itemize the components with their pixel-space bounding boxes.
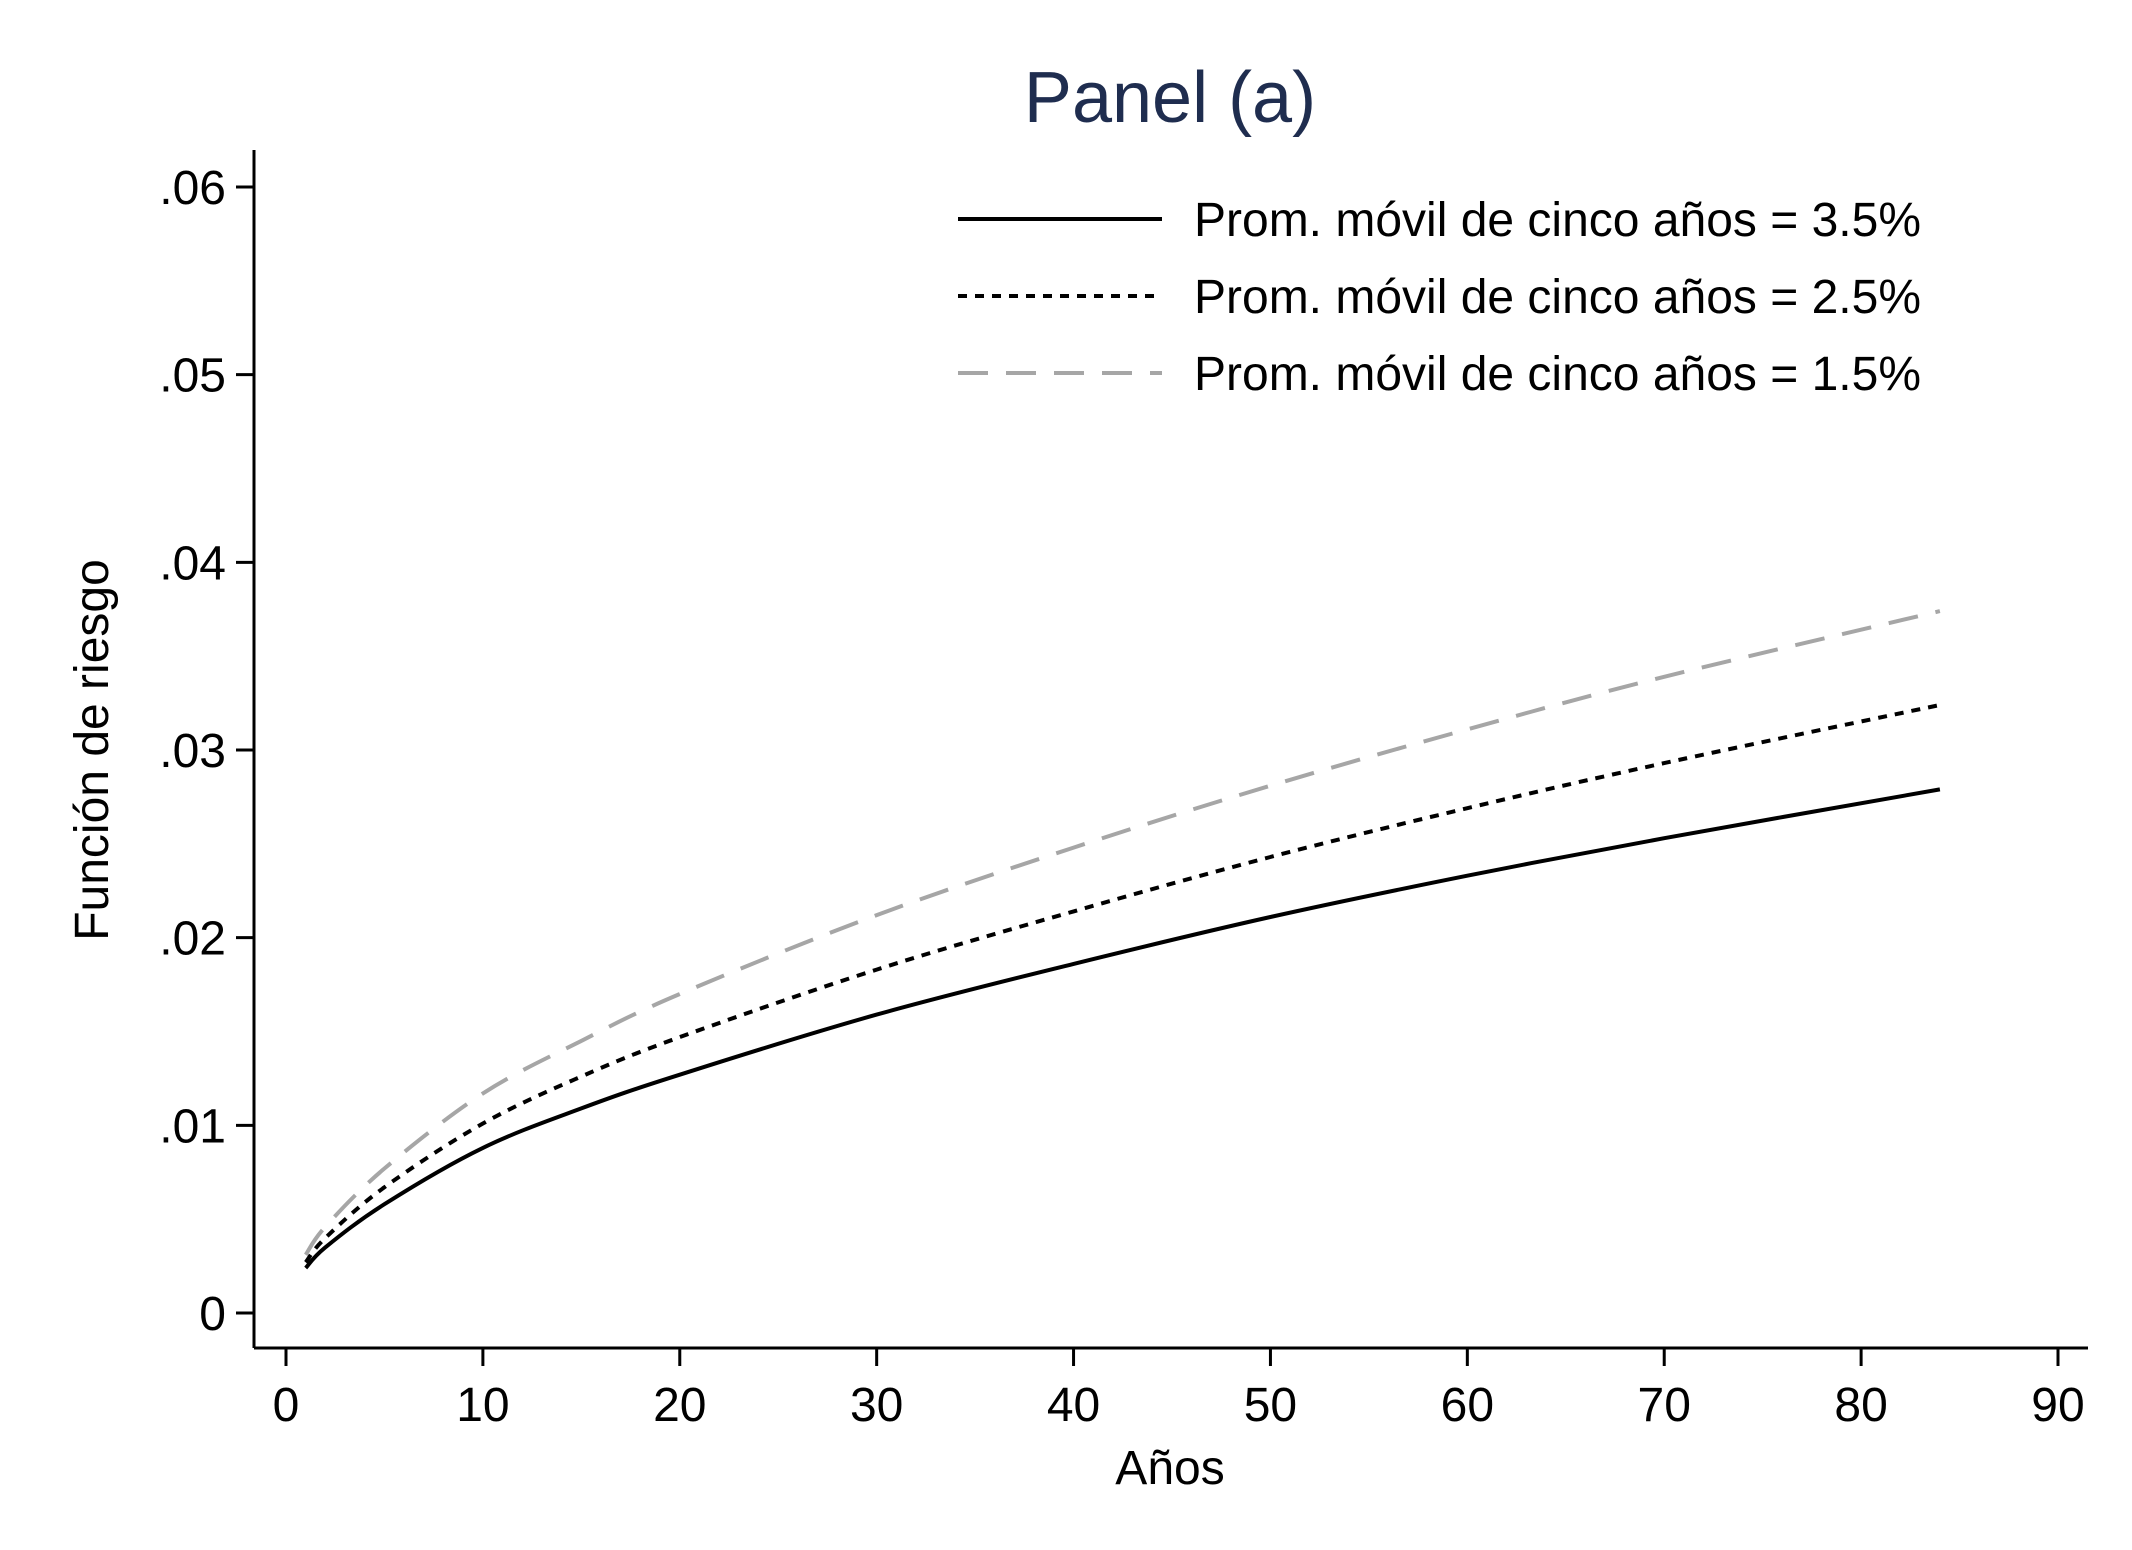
legend-label-1: Prom. móvil de cinco años = 3.5% [1194,194,1921,247]
x-tick-label: 70 [1638,1379,1691,1432]
y-axis-label: Función de riesgo [66,559,119,941]
y-tick-label: 0 [199,1288,226,1341]
series-line-2 [304,703,1941,1264]
y-tick-label: .04 [159,537,226,590]
x-tick-label: 0 [273,1379,300,1432]
x-axis: 0 10 20 30 40 50 60 70 80 90 [254,1346,2088,1432]
legend-label-2: Prom. móvil de cinco años = 2.5% [1194,271,1921,324]
series-line-3 [304,609,1941,1256]
x-axis-label: Años [1115,1442,1224,1495]
y-axis: 0 .01 .02 .03 .04 .05 .06 [159,150,256,1348]
x-tick-label: 20 [653,1379,706,1432]
y-tick-label: .02 [159,913,226,966]
x-tick-label: 40 [1047,1379,1100,1432]
x-tick-label: 50 [1244,1379,1297,1432]
y-tick-label: .03 [159,725,226,778]
x-tick-label: 60 [1441,1379,1494,1432]
y-tick-label: .05 [159,350,226,403]
series-line-1 [304,787,1941,1270]
y-tick-label: .06 [159,162,226,215]
series-layer [304,609,1941,1270]
x-tick-label: 90 [2031,1379,2084,1432]
x-tick-label: 30 [850,1379,903,1432]
chart-title: Panel (a) [1024,58,1316,138]
x-tick-label: 80 [1834,1379,1887,1432]
x-tick-label: 10 [456,1379,509,1432]
y-tick-label: .01 [159,1100,226,1153]
legend: Prom. móvil de cinco años = 3.5% Prom. mó… [958,194,1921,401]
legend-label-3: Prom. móvil de cinco años = 1.5% [1194,348,1921,401]
